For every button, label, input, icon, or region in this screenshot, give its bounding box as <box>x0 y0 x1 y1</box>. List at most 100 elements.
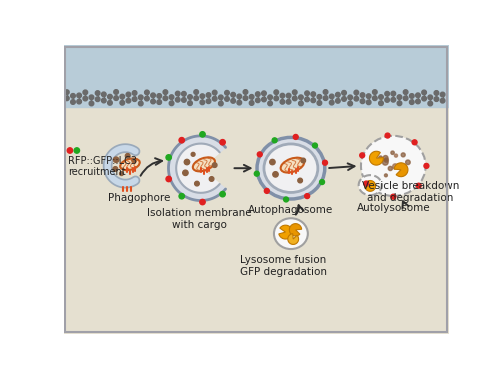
Circle shape <box>410 100 414 105</box>
Circle shape <box>394 154 398 157</box>
Circle shape <box>412 140 417 145</box>
Circle shape <box>342 90 346 95</box>
Circle shape <box>323 90 328 94</box>
Circle shape <box>382 159 388 165</box>
Circle shape <box>330 100 334 105</box>
Circle shape <box>157 100 162 104</box>
Circle shape <box>391 151 394 154</box>
Circle shape <box>138 95 143 100</box>
Circle shape <box>64 96 69 100</box>
Circle shape <box>163 90 168 94</box>
Circle shape <box>179 138 184 143</box>
Circle shape <box>272 138 277 143</box>
Circle shape <box>360 153 364 158</box>
Text: RFP::GFP::LC3
recruitment: RFP::GFP::LC3 recruitment <box>68 156 138 177</box>
Circle shape <box>280 93 284 98</box>
Circle shape <box>182 170 188 176</box>
Circle shape <box>212 90 217 95</box>
Circle shape <box>397 101 402 106</box>
Circle shape <box>440 98 445 103</box>
Circle shape <box>383 156 388 160</box>
Circle shape <box>336 99 340 103</box>
Ellipse shape <box>193 158 215 171</box>
Circle shape <box>89 101 94 106</box>
Circle shape <box>114 90 118 94</box>
Circle shape <box>298 101 303 106</box>
Circle shape <box>132 159 136 162</box>
Circle shape <box>311 92 316 96</box>
Circle shape <box>416 99 420 104</box>
Circle shape <box>243 90 248 94</box>
Circle shape <box>378 95 384 99</box>
Circle shape <box>126 154 130 158</box>
Circle shape <box>83 90 87 94</box>
Circle shape <box>120 94 124 99</box>
Circle shape <box>268 95 272 99</box>
Circle shape <box>280 99 284 104</box>
Circle shape <box>176 91 180 96</box>
Circle shape <box>384 158 388 162</box>
Circle shape <box>102 98 106 103</box>
Circle shape <box>424 164 429 168</box>
Circle shape <box>218 101 223 106</box>
Circle shape <box>96 91 100 95</box>
Circle shape <box>304 194 310 198</box>
Circle shape <box>434 91 438 95</box>
Ellipse shape <box>120 159 140 170</box>
Circle shape <box>200 200 205 205</box>
Circle shape <box>108 94 112 99</box>
Circle shape <box>144 96 149 101</box>
Circle shape <box>237 94 242 99</box>
Circle shape <box>348 101 352 106</box>
Circle shape <box>126 92 130 97</box>
Text: Autophagosome: Autophagosome <box>248 205 334 215</box>
Circle shape <box>305 91 310 96</box>
Circle shape <box>274 90 278 94</box>
Circle shape <box>194 181 200 186</box>
Circle shape <box>126 98 130 103</box>
Circle shape <box>392 164 398 169</box>
Circle shape <box>378 156 382 159</box>
Circle shape <box>218 95 223 100</box>
Circle shape <box>274 96 278 101</box>
Circle shape <box>262 97 266 102</box>
Circle shape <box>264 189 270 194</box>
Circle shape <box>89 95 94 100</box>
Circle shape <box>348 95 352 100</box>
Circle shape <box>385 92 390 96</box>
Circle shape <box>416 183 421 188</box>
Circle shape <box>330 94 334 99</box>
Circle shape <box>270 159 275 165</box>
Polygon shape <box>176 144 220 193</box>
Circle shape <box>391 194 396 199</box>
Circle shape <box>406 160 410 165</box>
Circle shape <box>138 101 143 106</box>
Circle shape <box>200 132 205 137</box>
Circle shape <box>311 98 316 103</box>
Circle shape <box>354 96 358 101</box>
Circle shape <box>391 91 396 96</box>
Circle shape <box>194 90 198 94</box>
Circle shape <box>184 159 190 165</box>
Circle shape <box>132 91 137 95</box>
Circle shape <box>113 166 117 171</box>
Circle shape <box>179 194 184 199</box>
Circle shape <box>166 176 172 182</box>
Circle shape <box>250 94 254 99</box>
Text: Isolation membrane
with cargo: Isolation membrane with cargo <box>147 208 252 230</box>
Ellipse shape <box>264 144 318 192</box>
Circle shape <box>64 90 69 94</box>
Circle shape <box>273 172 278 177</box>
Circle shape <box>220 192 226 197</box>
Circle shape <box>220 140 226 145</box>
Bar <box>64 45 449 106</box>
Circle shape <box>231 99 235 103</box>
Circle shape <box>366 94 371 99</box>
Circle shape <box>323 96 328 100</box>
Circle shape <box>428 101 432 106</box>
Wedge shape <box>290 224 302 236</box>
Circle shape <box>336 92 340 97</box>
Circle shape <box>410 94 414 98</box>
Circle shape <box>396 164 400 168</box>
Circle shape <box>301 158 306 163</box>
